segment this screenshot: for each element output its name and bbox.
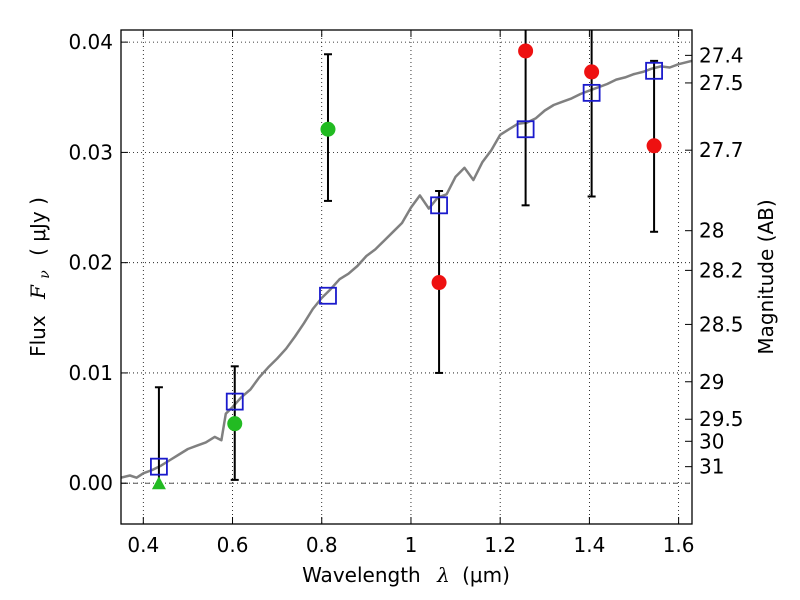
y2-axis-label: Magnitude (AB)	[754, 199, 778, 354]
x-axis-label-units: (μm)	[462, 563, 510, 587]
x-tick-label: 1	[405, 533, 418, 557]
upper-limit-triangle	[151, 476, 166, 490]
y-axis-label-subscript: ν	[37, 270, 53, 279]
x-tick-label: 1.4	[573, 533, 605, 557]
model-photometry-square	[430, 196, 448, 215]
y-tick-label: 0.03	[68, 140, 113, 164]
ticks: 0.4 0.6 0.8 1 1.2 1.4 1.6 0.00 0.01 0.02 0.03 0.04 2…	[68, 30, 744, 557]
y2-tick-label: 28	[699, 219, 724, 243]
red-detection-point	[518, 43, 534, 59]
model-photometry-square	[645, 61, 663, 80]
y2-tick-label: 27.7	[699, 138, 744, 162]
y-axis-label-text: Flux	[26, 315, 50, 357]
red-detection-point	[584, 64, 600, 80]
y2-tick-label: 28.2	[699, 258, 744, 282]
red-detection-point	[431, 275, 447, 291]
plot-frame	[120, 29, 693, 525]
y-tick-label: 0.02	[68, 251, 113, 275]
y-tick-label: 0.04	[68, 30, 113, 54]
model-photometry-square	[582, 83, 601, 102]
x-axis-label-text: Wavelength	[302, 563, 421, 587]
y2-tick-label: 30	[699, 429, 724, 453]
y2-tick-label: 27.4	[699, 43, 744, 67]
data-layer	[121, 30, 692, 490]
y-tick-label: 0.00	[68, 471, 113, 495]
x-tick-label: 0.6	[217, 533, 249, 557]
y-axis-label-units: ( μJy )	[26, 197, 50, 256]
y-axis-label: Flux F ν ( μJy )	[26, 197, 54, 357]
x-tick-label: 0.8	[306, 533, 338, 557]
x-axis-label: Wavelength λ (μm)	[302, 563, 510, 587]
x-tick-label: 0.4	[127, 533, 159, 557]
y2-tick-label: 28.5	[699, 312, 744, 336]
model-photometry-square	[150, 457, 168, 476]
green-detection-point	[227, 416, 243, 432]
model-photometry-square	[225, 392, 244, 411]
plot-background	[121, 30, 692, 524]
red-detection-point	[646, 138, 662, 154]
y2-tick-label: 29.5	[699, 407, 744, 431]
x-tick-label: 1.2	[484, 533, 516, 557]
y2-tick-label: 31	[699, 455, 724, 479]
y2-tick-label: 29	[699, 370, 724, 394]
model-photometry-square	[516, 120, 535, 139]
x-axis-label-symbol: λ	[436, 563, 450, 587]
green-detection-point	[320, 121, 336, 137]
y-tick-label: 0.01	[68, 361, 113, 385]
y-axis-label-symbol: F	[26, 284, 50, 300]
x-tick-label: 1.6	[663, 533, 695, 557]
y2-tick-label: 27.5	[699, 71, 744, 95]
model-photometry-square	[319, 286, 337, 305]
